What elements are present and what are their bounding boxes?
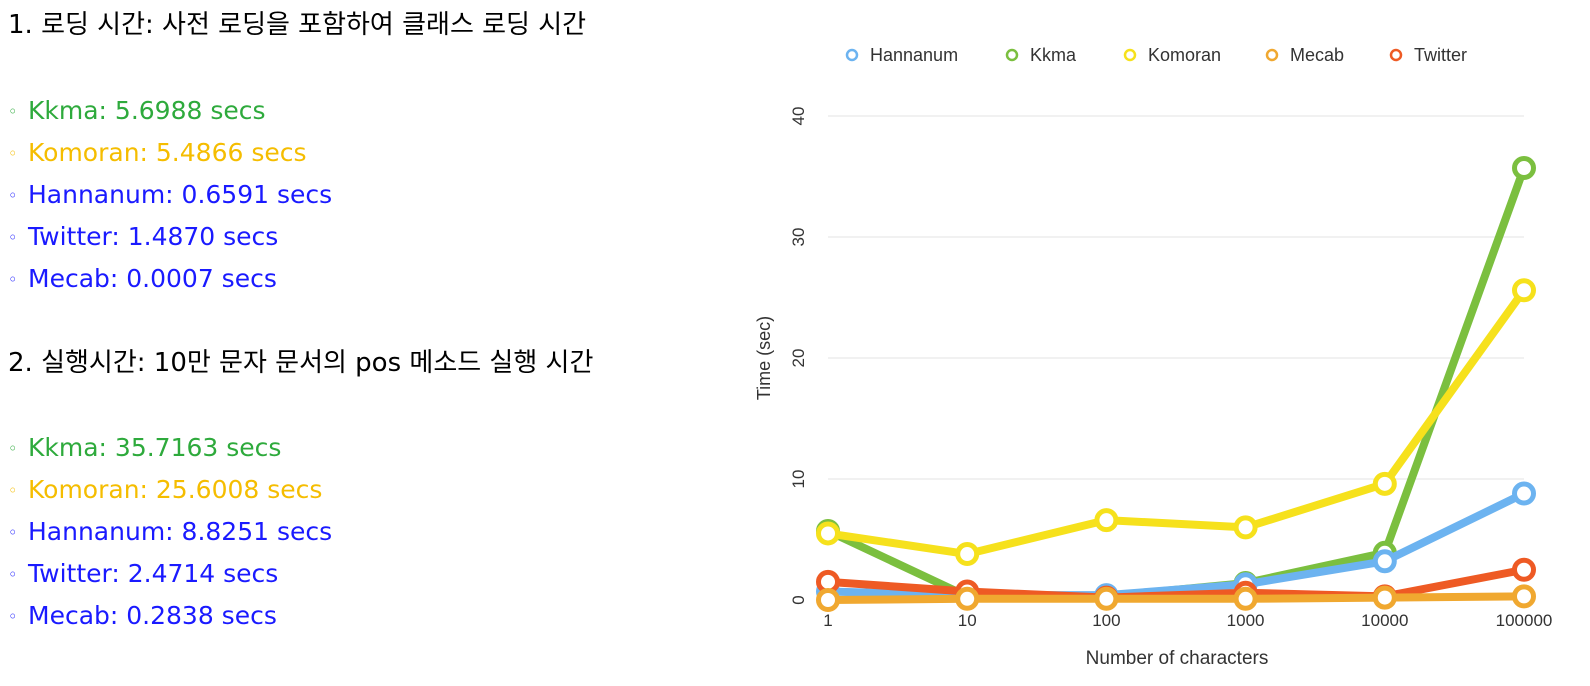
series-komoran	[816, 278, 1536, 567]
list-item-text: Hannanum: 8.8251 secs	[28, 517, 333, 546]
data-point	[1372, 549, 1397, 574]
list-item-text: Twitter: 1.4870 secs	[28, 222, 279, 251]
legend-marker	[1123, 48, 1137, 62]
series-line	[824, 286, 1528, 559]
timing-line-chart: 0 10 20 30 40 1 10 100 1000 10000 100000 Hannanum…	[754, 45, 1552, 669]
list-item-text: Twitter: 2.4714 secs	[28, 559, 279, 588]
y-tick-label: 30	[789, 228, 808, 247]
data-point	[955, 586, 980, 611]
legend: Hannanum Kkma Komoran Mecab Twitter	[845, 45, 1467, 65]
legend-label: Komoran	[1148, 45, 1221, 65]
x-tick-label: 10	[958, 611, 977, 630]
bullet-icon: ◦	[8, 270, 18, 289]
legend-marker	[1265, 48, 1279, 62]
y-tick-labels: 0 10 20 30 40	[789, 107, 808, 605]
list-item-text: Mecab: 0.0007 secs	[28, 264, 277, 293]
list-item: ◦ Hannanum: 8.8251 secs	[8, 515, 332, 550]
legend-marker	[845, 48, 859, 62]
list-item-text: Hannanum: 0.6591 secs	[28, 180, 333, 209]
list-item-text: Komoran: 25.6008 secs	[28, 475, 323, 504]
bullet-icon: ◦	[8, 481, 18, 500]
x-tick-label: 100000	[1496, 611, 1553, 630]
x-tick-label: 1	[823, 611, 832, 630]
y-tick-label: 10	[789, 470, 808, 489]
bullet-icon: ◦	[8, 439, 18, 458]
data-point	[1094, 508, 1119, 533]
legend-item-hannanum: Hannanum	[845, 45, 958, 65]
data-point	[1094, 586, 1119, 611]
y-tick-label: 20	[789, 349, 808, 368]
legend-label: Kkma	[1030, 45, 1077, 65]
legend-label: Twitter	[1414, 45, 1467, 65]
series-line	[824, 592, 1528, 604]
legend-item-kkma: Kkma	[1005, 45, 1077, 65]
series-line	[824, 489, 1528, 600]
data-point	[1372, 471, 1397, 496]
y-tick-label: 40	[789, 107, 808, 126]
bullet-icon: ◦	[8, 523, 18, 542]
legend-item-mecab: Mecab	[1265, 45, 1344, 65]
bullet-icon: ◦	[8, 565, 18, 584]
y-axis-label: Time (sec)	[754, 316, 774, 400]
data-point	[1372, 585, 1397, 610]
list-item: ◦ Twitter: 1.4870 secs	[8, 220, 278, 255]
bullet-icon: ◦	[8, 186, 18, 205]
x-axis-label: Number of characters	[1086, 648, 1269, 669]
x-tick-labels: 1 10 100 1000 10000 100000	[823, 611, 1552, 630]
legend-item-twitter: Twitter	[1389, 45, 1467, 65]
x-tick-label: 10000	[1361, 611, 1408, 630]
bullet-icon: ◦	[8, 228, 18, 247]
legend-item-komoran: Komoran	[1123, 45, 1221, 65]
list-item: ◦ Hannanum: 0.6591 secs	[8, 178, 332, 213]
bullet-icon: ◦	[8, 102, 18, 121]
loading-time-heading: 1. 로딩 시간: 사전 로딩을 포함하여 클래스 로딩 시간	[8, 10, 587, 40]
list-item: ◦ Kkma: 5.6988 secs	[8, 94, 266, 129]
data-point	[1233, 586, 1258, 611]
list-item: ◦ Mecab: 0.0007 secs	[8, 262, 277, 297]
data-point	[1512, 278, 1536, 303]
series-line	[824, 164, 1528, 601]
data-point	[1512, 584, 1536, 609]
data-point	[955, 542, 980, 567]
legend-marker	[1005, 48, 1019, 62]
legend-label: Hannanum	[870, 45, 958, 65]
list-item: ◦ Komoran: 25.6008 secs	[8, 473, 322, 508]
list-item-text: Kkma: 35.7163 secs	[28, 433, 282, 462]
bullet-icon: ◦	[8, 144, 18, 163]
list-item: ◦ Mecab: 0.2838 secs	[8, 599, 277, 634]
legend-marker	[1389, 48, 1403, 62]
series-mecab	[816, 584, 1536, 612]
list-item: ◦ Komoran: 5.4866 secs	[8, 136, 307, 171]
list-item-text: Komoran: 5.4866 secs	[28, 138, 307, 167]
x-tick-label: 1000	[1227, 611, 1265, 630]
data-point	[1512, 557, 1536, 582]
execution-time-heading: 2. 실행시간: 10만 문자 문서의 pos 메소드 실행 시간	[8, 348, 594, 378]
series-lines	[816, 156, 1536, 612]
data-point	[1512, 481, 1536, 506]
list-item: ◦ Kkma: 35.7163 secs	[8, 431, 281, 466]
data-point	[816, 521, 840, 546]
data-point	[816, 588, 840, 612]
legend-label: Mecab	[1290, 45, 1344, 65]
data-point	[1512, 156, 1536, 181]
y-tick-label: 0	[789, 595, 808, 604]
data-point	[1233, 515, 1258, 540]
list-item-text: Kkma: 5.6988 secs	[28, 96, 266, 125]
x-tick-label: 100	[1092, 611, 1120, 630]
bullet-icon: ◦	[8, 607, 18, 626]
list-item: ◦ Twitter: 2.4714 secs	[8, 557, 278, 592]
list-item-text: Mecab: 0.2838 secs	[28, 601, 277, 630]
